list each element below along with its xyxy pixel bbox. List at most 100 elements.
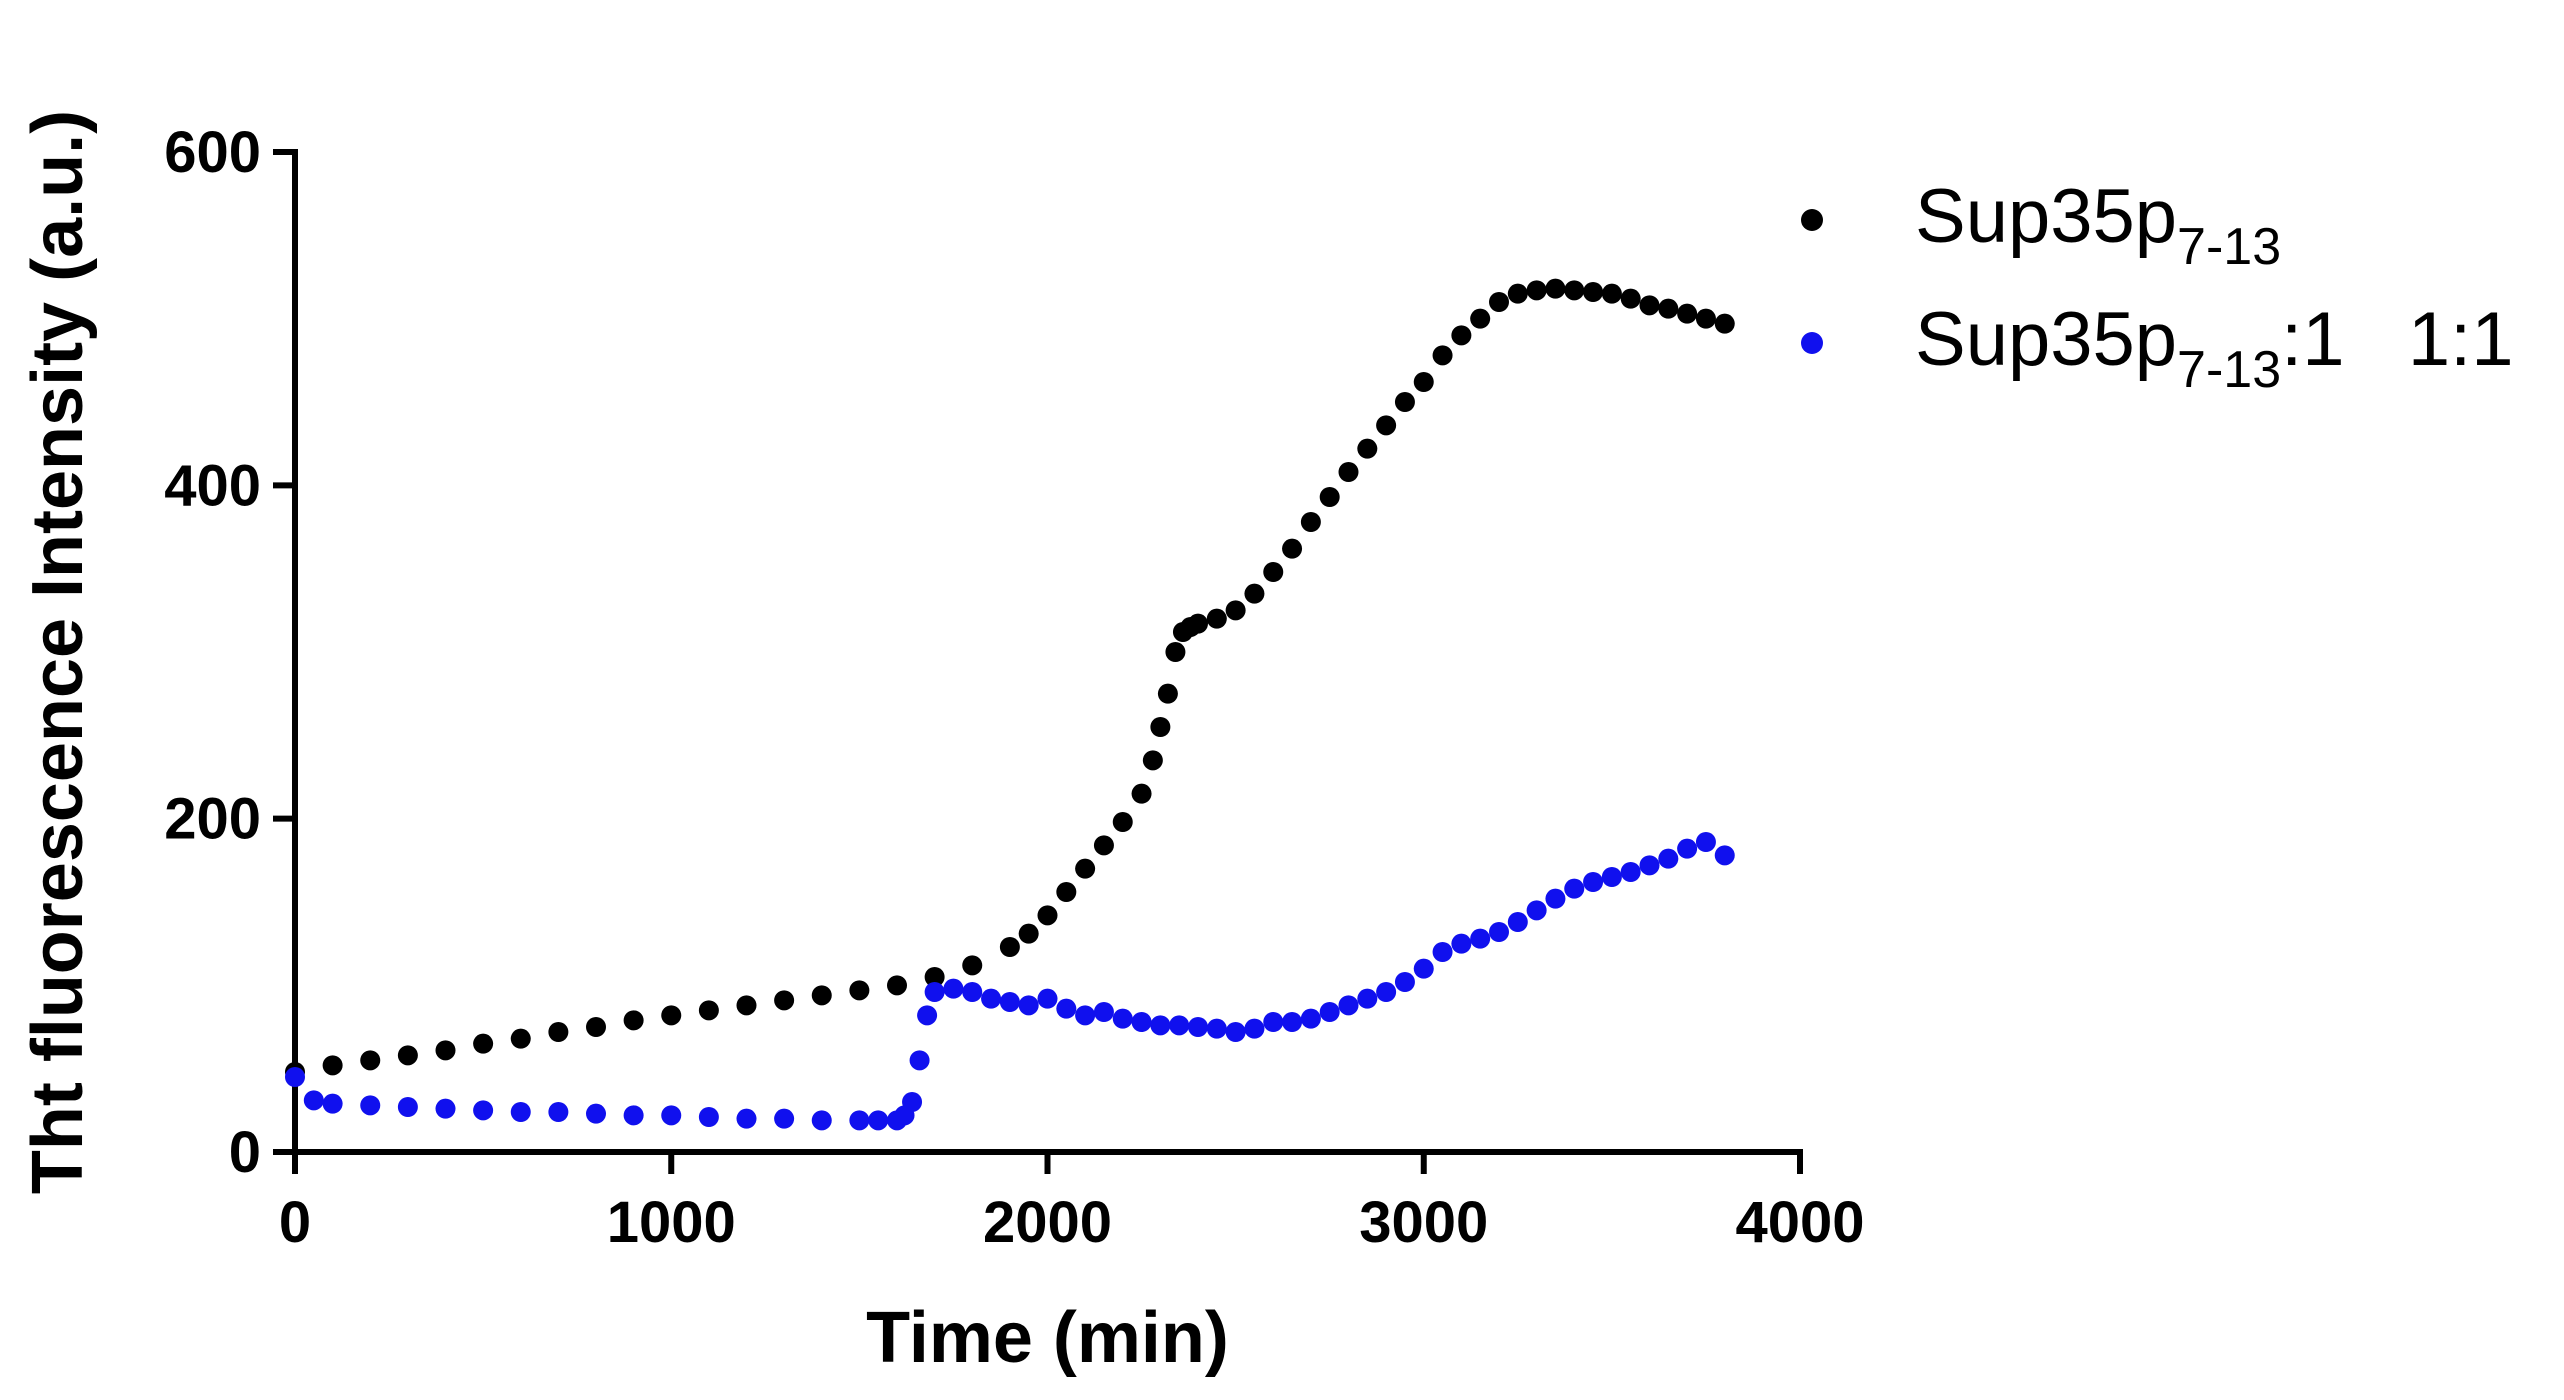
data-point <box>1601 867 1622 887</box>
x-tick-label: 4000 <box>1735 1190 1864 1255</box>
data-point <box>623 1010 644 1031</box>
data-point <box>1714 845 1735 866</box>
data-point <box>1357 988 1378 1009</box>
data-point <box>1357 438 1378 459</box>
data-point <box>1677 303 1698 324</box>
data-point <box>360 1095 381 1116</box>
data-point <box>1376 415 1397 436</box>
data-point <box>1206 1018 1227 1039</box>
data-point <box>909 1050 930 1071</box>
data-point <box>661 1005 682 1026</box>
data-point <box>868 1110 889 1131</box>
data-point <box>981 988 1002 1009</box>
data-point <box>962 982 983 1002</box>
data-point <box>1470 308 1491 329</box>
y-ticks: 0 200 400 600 <box>164 120 295 1185</box>
data-point <box>1188 1017 1208 1037</box>
data-point <box>1142 750 1163 771</box>
data-point <box>1188 613 1208 634</box>
data-point <box>1244 1018 1265 1039</box>
x-axis-title: Time (min) <box>866 1298 1229 1378</box>
series-layer <box>285 278 1735 1131</box>
data-point <box>1639 855 1660 876</box>
data-point <box>1093 1002 1114 1022</box>
x-tick-label: 1000 <box>607 1190 736 1255</box>
data-point <box>1319 1002 1340 1022</box>
data-point <box>1583 282 1604 302</box>
data-point <box>924 967 945 987</box>
data-point <box>1526 280 1547 301</box>
data-point <box>774 990 795 1011</box>
data-point <box>1319 487 1340 507</box>
data-point <box>1056 998 1077 1019</box>
data-point <box>1263 562 1284 582</box>
axes: 0 200 400 600 0 1000 2000 3000 4000 <box>164 120 1864 1255</box>
data-point <box>1394 392 1415 412</box>
data-point <box>924 982 945 1002</box>
data-point <box>902 1092 923 1112</box>
data-point <box>1413 372 1434 392</box>
x-ticks: 0 1000 2000 3000 4000 <box>279 1152 1865 1255</box>
data-point <box>303 1090 324 1111</box>
data-point <box>397 1045 418 1066</box>
data-point <box>1112 812 1133 832</box>
legend-marker-series-2 <box>1801 332 1823 354</box>
y-tick-label: 400 <box>164 453 261 518</box>
legend-label-series-2: Sup35p7-13:1 1:1 <box>1915 297 2514 399</box>
data-point <box>397 1097 418 1117</box>
data-point <box>1244 583 1265 604</box>
data-point <box>1131 1012 1152 1032</box>
data-point <box>698 1107 719 1127</box>
y-tick-label: 0 <box>229 1120 261 1185</box>
data-point <box>548 1022 569 1042</box>
data-point <box>1150 1015 1171 1036</box>
y-axis-title: Tht fluorescence Intensity (a.u.) <box>18 110 98 1194</box>
data-point <box>1075 858 1096 879</box>
data-point <box>1451 325 1472 346</box>
data-point <box>1489 292 1509 312</box>
data-point <box>1150 717 1171 737</box>
data-point <box>1470 928 1491 949</box>
data-point <box>1225 1022 1246 1042</box>
data-point <box>999 937 1020 957</box>
data-point <box>1639 295 1660 316</box>
data-point <box>1018 923 1039 944</box>
legend-entry-1: Sup35p7-13 <box>1801 174 2281 276</box>
data-point <box>473 1033 494 1054</box>
data-point <box>322 1093 343 1114</box>
data-point <box>1169 1015 1190 1036</box>
data-point <box>548 1102 569 1122</box>
data-point <box>1620 862 1641 882</box>
data-point <box>1507 912 1528 932</box>
data-point <box>1037 988 1058 1009</box>
data-point <box>1300 1008 1321 1029</box>
data-point <box>1056 882 1077 902</box>
data-point <box>1225 600 1246 621</box>
data-point <box>1282 538 1303 559</box>
legend-label-series-1: Sup35p7-13 <box>1915 174 2281 276</box>
data-point <box>1018 995 1039 1016</box>
data-point <box>1037 905 1058 926</box>
data-point <box>1526 900 1547 921</box>
data-point <box>849 980 870 1001</box>
legend-marker-series-1 <box>1801 209 1823 231</box>
data-point <box>1601 283 1622 304</box>
data-point <box>1300 512 1321 532</box>
data-point <box>1075 1005 1096 1026</box>
data-point <box>623 1105 644 1126</box>
data-point <box>1507 283 1528 304</box>
y-tick-label: 200 <box>164 787 261 852</box>
legend-entry-2: Sup35p7-13:1 1:1 <box>1801 297 2514 399</box>
data-point <box>1093 835 1114 856</box>
data-point <box>774 1108 795 1129</box>
series-1 <box>285 278 1735 1082</box>
data-point <box>1394 972 1415 992</box>
data-point <box>1658 848 1679 869</box>
data-point <box>1165 642 1186 662</box>
data-point <box>435 1040 456 1061</box>
x-tick-label: 3000 <box>1359 1190 1488 1255</box>
data-point <box>887 975 907 996</box>
data-point <box>510 1102 531 1122</box>
data-point <box>1338 462 1359 482</box>
